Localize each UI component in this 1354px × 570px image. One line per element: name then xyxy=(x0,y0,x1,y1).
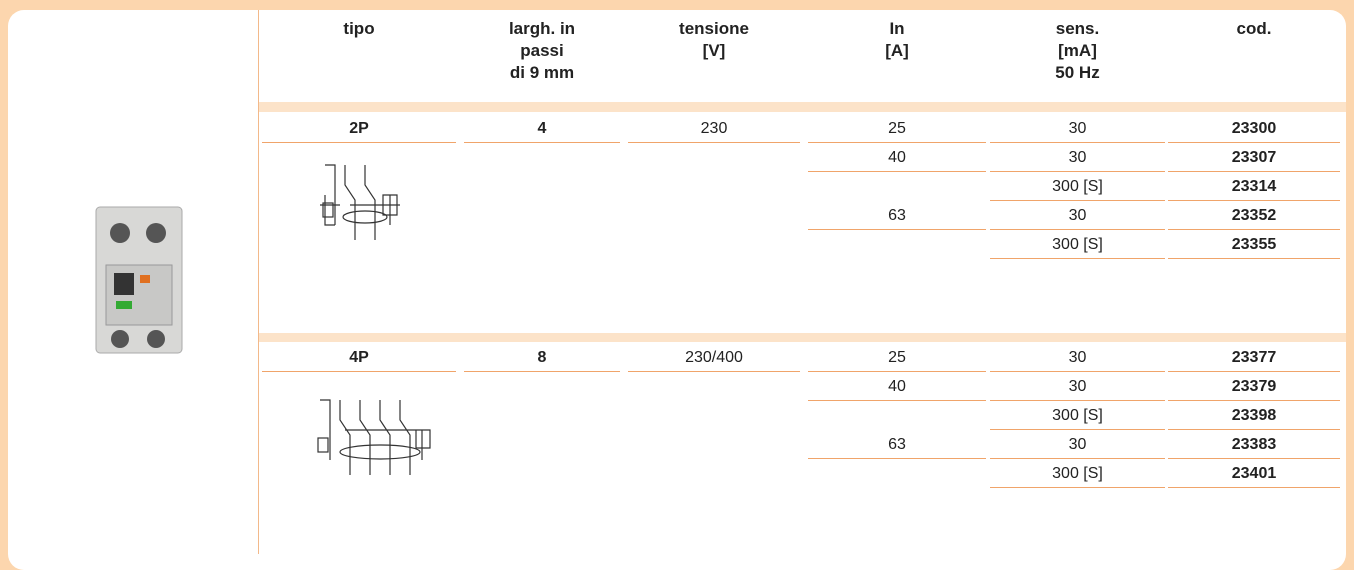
header-cell: tipo xyxy=(262,18,456,40)
sens: 30 xyxy=(990,114,1165,143)
wiring-diagram-4p xyxy=(317,399,431,475)
header-line: [A] xyxy=(885,41,909,60)
in: 63 xyxy=(808,201,986,230)
header-cell: largh. in passi di 9 mm xyxy=(464,18,620,84)
sens: 300 [S] xyxy=(990,459,1165,488)
divider xyxy=(258,10,259,554)
header-cell: cod. xyxy=(1168,18,1340,40)
page: (() => { const data = JSON.parse(documen… xyxy=(8,10,1346,570)
cod: 23383 xyxy=(1168,430,1340,459)
cod: 23379 xyxy=(1168,372,1340,401)
header-cell: sens. [mA] 50 Hz xyxy=(990,18,1165,84)
in: 40 xyxy=(808,143,986,172)
cod: 23398 xyxy=(1168,401,1340,430)
header-line: sens. xyxy=(1055,19,1100,38)
header-line: tensione xyxy=(679,19,749,38)
header-line: cod. xyxy=(1236,19,1272,38)
sens: 30 xyxy=(990,343,1165,372)
tipo: 4P xyxy=(262,343,456,372)
sens: 300 [S] xyxy=(990,172,1165,201)
header-line: In xyxy=(889,19,905,38)
sens: 30 xyxy=(990,143,1165,172)
header-line: 50 Hz xyxy=(1055,63,1100,82)
cod: 23300 xyxy=(1168,114,1340,143)
tensione: 230 xyxy=(628,114,800,143)
cod: 23307 xyxy=(1168,143,1340,172)
cod: 23355 xyxy=(1168,230,1340,259)
in: 25 xyxy=(808,343,986,372)
separator xyxy=(259,333,1346,342)
passi: 8 xyxy=(464,343,620,372)
separator xyxy=(259,102,1346,112)
in: 63 xyxy=(808,430,986,459)
passi: 4 xyxy=(464,114,620,143)
sens: 30 xyxy=(990,372,1165,401)
header-line: di 9 mm xyxy=(509,63,575,82)
sens: 300 [S] xyxy=(990,230,1165,259)
sens: 300 [S] xyxy=(990,401,1165,430)
wiring-diagram-2p xyxy=(320,164,400,240)
tipo: 2P xyxy=(262,114,456,143)
in: 40 xyxy=(808,372,986,401)
header-cell: In [A] xyxy=(808,18,986,62)
in: 25 xyxy=(808,114,986,143)
header-line: passi xyxy=(520,41,564,60)
cod: 23314 xyxy=(1168,172,1340,201)
header-cell: tensione [V] xyxy=(628,18,800,62)
cod: 23401 xyxy=(1168,459,1340,488)
header-line: [mA] xyxy=(1058,41,1097,60)
sens: 30 xyxy=(990,430,1165,459)
product-photo xyxy=(95,206,183,354)
cod: 23377 xyxy=(1168,343,1340,372)
header-line: tipo xyxy=(343,19,375,38)
header-line: [V] xyxy=(702,41,726,60)
header-line: largh. in xyxy=(508,19,576,38)
tensione: 230/400 xyxy=(628,343,800,372)
cod: 23352 xyxy=(1168,201,1340,230)
sens: 30 xyxy=(990,201,1165,230)
